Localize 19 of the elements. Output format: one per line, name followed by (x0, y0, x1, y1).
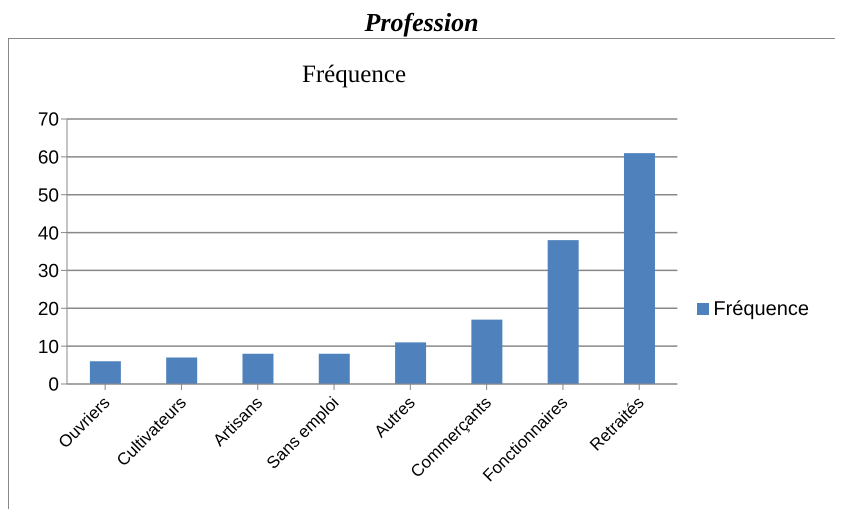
y-tick-label: 70 (38, 110, 59, 131)
bar (90, 361, 121, 384)
bar (471, 320, 502, 384)
y-tick-label: 40 (38, 223, 59, 244)
bar (624, 153, 655, 384)
chart-title: Profession (363, 8, 480, 38)
chart-subtitle: Fréquence (300, 61, 408, 89)
y-tick-label: 20 (38, 299, 59, 320)
bar (318, 354, 350, 384)
y-tick-label: 50 (38, 185, 59, 206)
bar (395, 342, 426, 384)
bar (166, 358, 198, 384)
legend-label: Fréquence (713, 298, 809, 320)
y-tick-label: 10 (38, 336, 59, 358)
y-tick-label: 30 (38, 261, 59, 282)
bar (548, 240, 579, 384)
bar (242, 354, 274, 384)
y-tick-label: 60 (38, 148, 59, 169)
y-tick-label: 0 (48, 374, 59, 396)
